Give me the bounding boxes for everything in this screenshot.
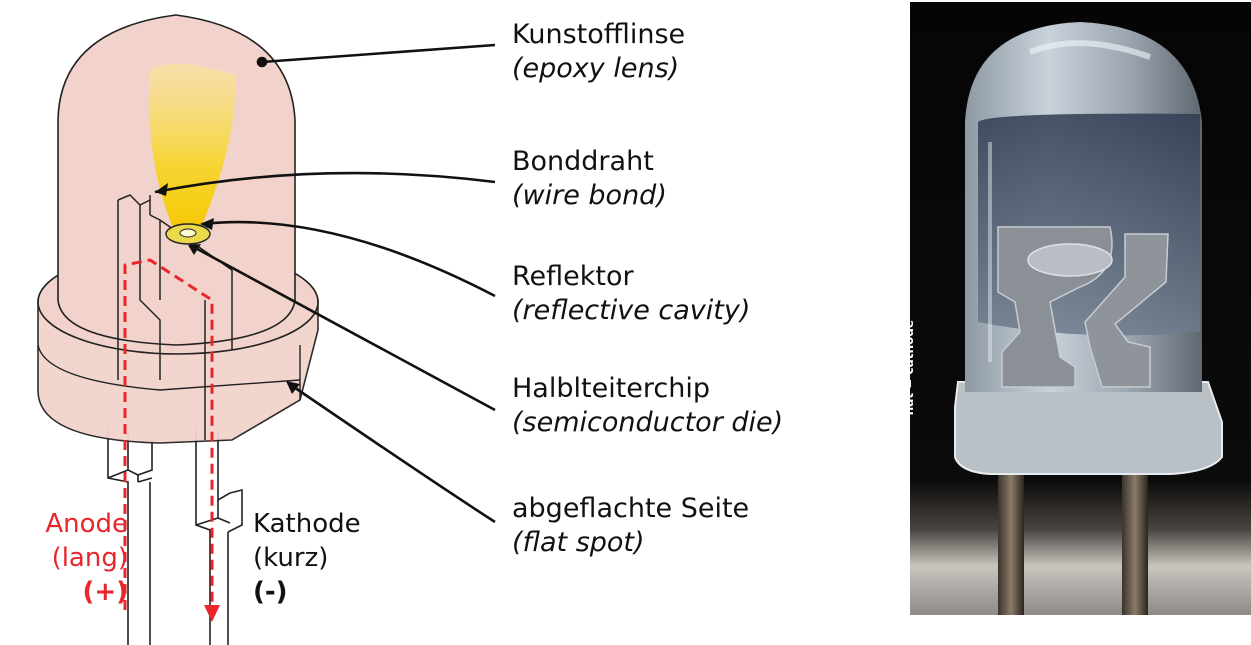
arrow-reflector xyxy=(200,218,214,230)
leader-flat xyxy=(287,381,496,524)
anode-name: Anode xyxy=(45,509,128,539)
anode-polarity: (+) xyxy=(82,577,128,607)
photo-caption: flat = cathode xyxy=(902,320,916,416)
photo-lead-frame-right xyxy=(1084,233,1169,388)
cathode-lead xyxy=(195,430,243,645)
label-wire-en: (wire bond) xyxy=(512,180,667,211)
arrow-wire xyxy=(155,183,168,196)
led-diagram xyxy=(37,14,496,645)
label-wire: Bonddraht (wire bond) xyxy=(512,145,667,213)
leader-die xyxy=(189,243,496,412)
label-die: Halblteiterchip (semiconductor die) xyxy=(512,372,783,440)
photo-cathode-leg xyxy=(1122,472,1148,615)
led-photo xyxy=(910,2,1251,615)
current-path xyxy=(123,258,214,610)
anode-length: (lang) xyxy=(51,543,128,573)
leader-lens xyxy=(261,43,496,64)
current-arrow xyxy=(204,605,220,622)
label-lens-en: (epoxy lens) xyxy=(512,53,680,84)
cathode-label: Kathode (kurz) (-) xyxy=(253,507,361,609)
arrow-flat xyxy=(286,381,300,394)
anode-lead xyxy=(107,430,153,645)
label-flat-en: (flat spot) xyxy=(512,527,645,558)
semiconductor-die xyxy=(179,228,197,238)
photo-base xyxy=(954,381,1223,475)
leader-reflector xyxy=(201,220,496,298)
label-die-de: Halblteiterchip xyxy=(512,373,710,404)
leader-wire xyxy=(154,171,496,194)
label-wire-de: Bonddraht xyxy=(512,146,654,177)
label-die-en: (semiconductor die) xyxy=(512,407,784,438)
label-lens-de: Kunstofflinse xyxy=(512,19,686,50)
photo-reflector xyxy=(1027,243,1113,277)
anode-label: Anode (lang) (+) xyxy=(45,507,128,609)
cathode-name: Kathode xyxy=(253,509,361,539)
photo-anode-leg xyxy=(998,472,1024,615)
label-reflector: Reflektor (reflective cavity) xyxy=(512,260,750,328)
label-lens: Kunstofflinse (epoxy lens) xyxy=(512,18,685,86)
leader-lines xyxy=(154,43,496,524)
label-flat: abgeflachte Seite (flat spot) xyxy=(512,492,749,560)
label-reflector-de: Reflektor xyxy=(512,261,634,292)
cathode-polarity: (-) xyxy=(253,577,288,607)
cathode-length: (kurz) xyxy=(253,543,329,573)
label-flat-de: abgeflachte Seite xyxy=(512,493,750,524)
label-reflector-en: (reflective cavity) xyxy=(512,295,751,326)
arrow-die xyxy=(188,244,201,255)
light-glow xyxy=(149,63,236,234)
